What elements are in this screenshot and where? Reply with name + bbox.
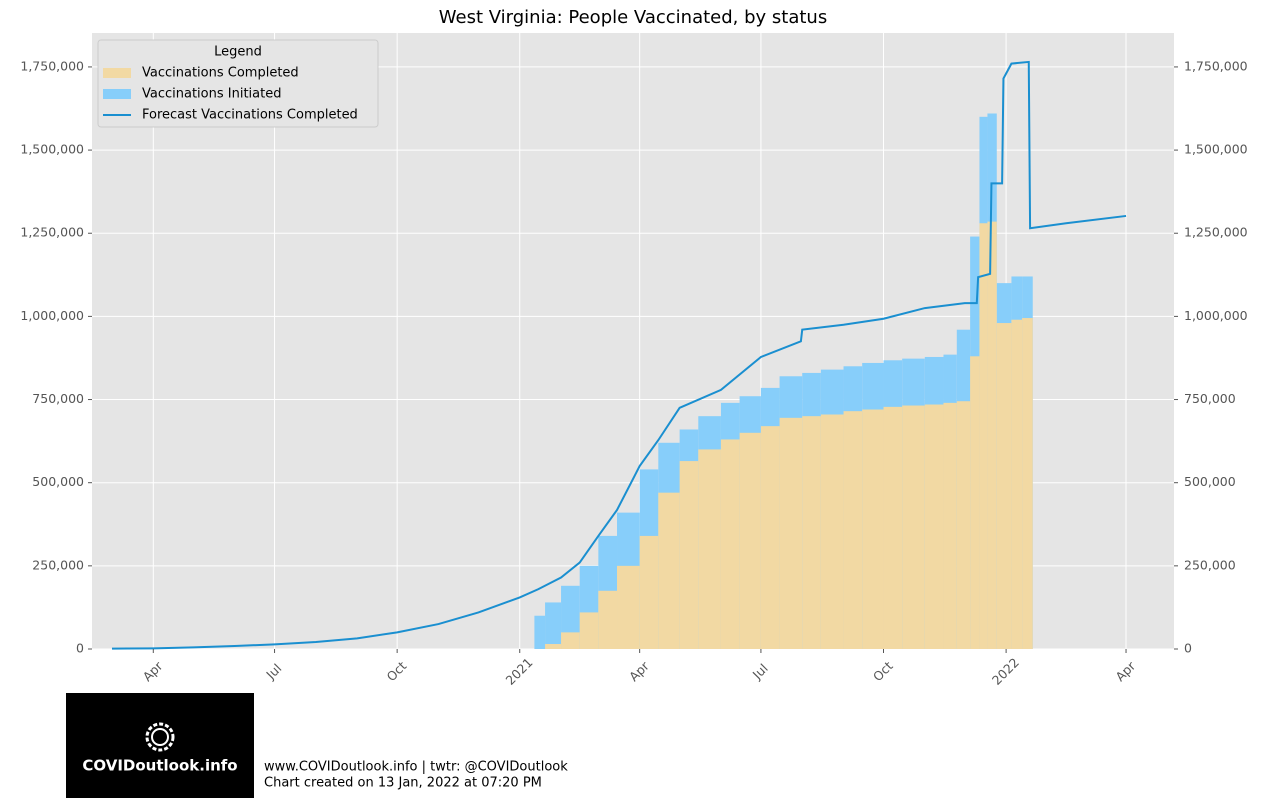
bar (658, 492, 680, 649)
legend: Legend Vaccinations Completed Vaccination… (97, 39, 379, 128)
x-tick-label: Oct (870, 658, 896, 684)
chart-title: West Virginia: People Vaccinated, by sta… (439, 7, 827, 28)
footer-line: Chart created on 13 Jan, 2022 at 07:20 P… (264, 776, 542, 791)
bar (760, 426, 780, 649)
legend-title: Legend (214, 45, 262, 60)
logo-icon (151, 728, 169, 746)
bar (739, 432, 761, 649)
bar (698, 449, 721, 649)
x-tick-label: Jul (749, 661, 771, 683)
legend-label: Vaccinations Completed (142, 66, 299, 81)
bar (979, 223, 988, 649)
y-tick-label: 250,000 (32, 557, 84, 572)
bar (943, 402, 957, 649)
legend-box (97, 39, 379, 128)
y2-tick-label: 500,000 (1184, 474, 1236, 489)
legend-label: Vaccinations Initiated (142, 87, 281, 102)
bar (579, 612, 599, 649)
bar (902, 405, 925, 649)
x-tick-label: Oct (383, 658, 409, 684)
y-tick-label: 1,250,000 (20, 225, 84, 240)
y-tick-label: 1,000,000 (20, 308, 84, 323)
bar (639, 535, 659, 649)
bar (820, 414, 844, 649)
marks (111, 60, 1127, 650)
bar (534, 615, 546, 649)
bar (1011, 319, 1023, 649)
bar (802, 416, 821, 649)
y2-tick-label: 250,000 (1184, 557, 1236, 572)
bar (862, 409, 884, 649)
bar (545, 602, 562, 649)
x-tick-label: Apr (140, 658, 167, 685)
x-tick-label: Apr (1112, 658, 1139, 685)
legend-label: Forecast Vaccinations Completed (142, 108, 358, 123)
bar (598, 590, 618, 649)
y-tick-label: 500,000 (32, 474, 84, 489)
y2-tick-label: 1,750,000 (1184, 58, 1248, 73)
y2-tick-label: 0 (1184, 641, 1192, 656)
bar (970, 356, 980, 649)
y-tick-label: 1,500,000 (20, 142, 84, 157)
bar (617, 565, 640, 649)
bar (843, 411, 863, 649)
line (111, 60, 1127, 650)
y-tick-label: 750,000 (32, 391, 84, 406)
y-tick-label: 1,750,000 (20, 58, 84, 73)
bar (924, 404, 944, 649)
bar (883, 406, 903, 649)
x-tick-label: 2021 (502, 655, 535, 688)
y2-tick-label: 1,500,000 (1184, 142, 1248, 157)
bar (545, 644, 562, 649)
bar (987, 221, 997, 649)
x-tick-label: Apr (626, 658, 653, 685)
x-tick-label: Jul (263, 661, 285, 683)
bar (779, 417, 803, 649)
bar (956, 401, 971, 649)
logo-icon (145, 722, 175, 752)
bar (996, 323, 1012, 649)
logo-text: COVIDoutlook.info (82, 757, 237, 775)
legend-swatch (103, 68, 131, 78)
footer-line: www.COVIDoutlook.info | twtr: @COVIDoutl… (264, 760, 568, 775)
bar (1022, 318, 1033, 649)
y2-tick-label: 1,250,000 (1184, 225, 1248, 240)
legend-swatch (103, 89, 131, 99)
x-tick-label: 2022 (989, 655, 1022, 688)
bar (720, 439, 740, 649)
y2-tick-label: 1,000,000 (1184, 308, 1248, 323)
bar (561, 632, 580, 649)
bar (679, 461, 699, 649)
y-tick-label: 0 (76, 641, 84, 656)
y2-tick-label: 750,000 (1184, 391, 1236, 406)
